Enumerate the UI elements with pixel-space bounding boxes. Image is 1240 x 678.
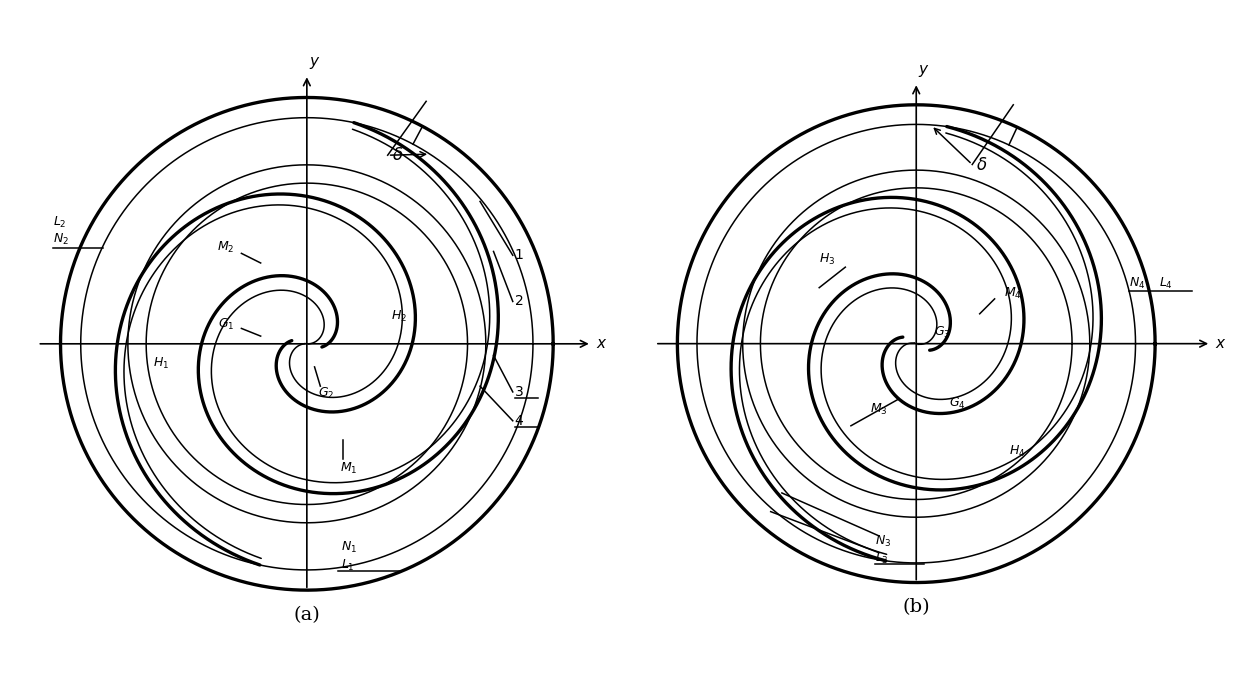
Text: $M_2$: $M_2$ xyxy=(217,240,234,255)
Text: $N_3$: $N_3$ xyxy=(875,534,892,549)
Text: $H_1$: $H_1$ xyxy=(153,355,169,371)
Text: $L_2$: $L_2$ xyxy=(53,215,67,230)
Text: $G_1$: $G_1$ xyxy=(218,317,234,332)
Text: $N_4$: $N_4$ xyxy=(1128,277,1146,292)
Text: (b): (b) xyxy=(903,598,930,616)
Text: $H_4$: $H_4$ xyxy=(1009,444,1025,460)
Text: $\delta$: $\delta$ xyxy=(976,155,987,174)
Text: $M_1$: $M_1$ xyxy=(341,461,358,477)
Text: 3: 3 xyxy=(515,385,523,399)
Text: $x$: $x$ xyxy=(595,336,608,351)
Text: $H_3$: $H_3$ xyxy=(818,252,835,267)
Text: 4: 4 xyxy=(515,414,523,428)
Text: $N_1$: $N_1$ xyxy=(341,540,357,555)
Text: $H_2$: $H_2$ xyxy=(391,309,407,324)
Text: (a): (a) xyxy=(294,606,320,624)
Text: $M_4$: $M_4$ xyxy=(1004,285,1022,301)
Text: $G_3$: $G_3$ xyxy=(934,325,951,340)
Text: $L_3$: $L_3$ xyxy=(875,551,889,566)
Text: $M_3$: $M_3$ xyxy=(870,401,888,416)
Text: $\delta$: $\delta$ xyxy=(392,146,403,164)
Text: $y$: $y$ xyxy=(918,62,930,79)
Text: $G_4$: $G_4$ xyxy=(949,396,966,411)
Text: 2: 2 xyxy=(515,294,523,308)
Text: 1: 1 xyxy=(515,248,523,262)
Text: $L_4$: $L_4$ xyxy=(1159,277,1173,292)
Text: $N_2$: $N_2$ xyxy=(53,233,68,247)
Text: $x$: $x$ xyxy=(1215,336,1226,351)
Text: $y$: $y$ xyxy=(309,54,320,71)
Text: $G_2$: $G_2$ xyxy=(317,386,335,401)
Text: $L_1$: $L_1$ xyxy=(341,557,355,573)
